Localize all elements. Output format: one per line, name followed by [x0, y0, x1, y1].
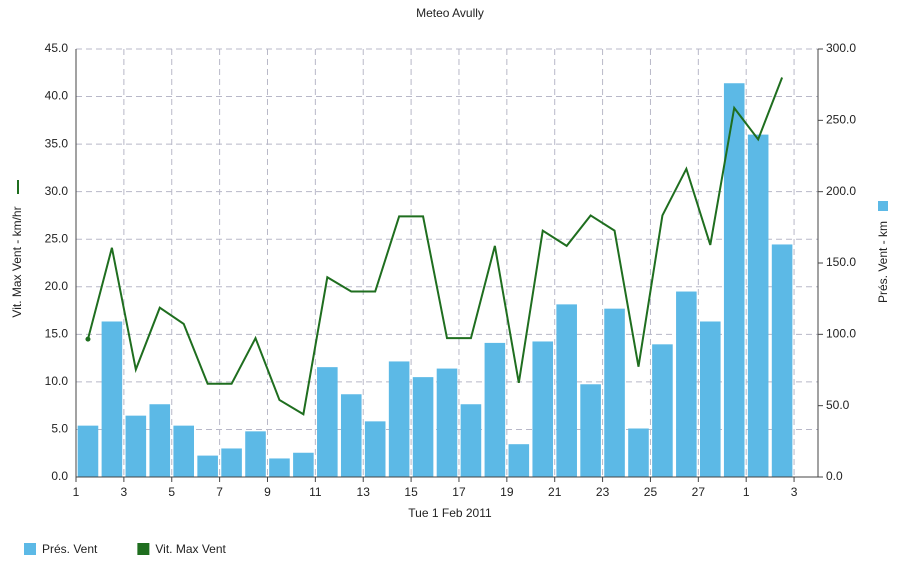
- bar: [652, 344, 673, 477]
- bar: [340, 394, 362, 477]
- x-tick-label: 1: [743, 485, 750, 499]
- y2-tick-label: 300.0: [826, 41, 856, 55]
- bar: [532, 341, 554, 477]
- bar: [364, 421, 386, 477]
- bar: [388, 361, 410, 477]
- bar: [723, 83, 745, 478]
- bar: [747, 134, 769, 477]
- line-start-dot: [85, 336, 91, 342]
- bar: [173, 425, 195, 477]
- bar: [245, 431, 266, 477]
- y-axis-label: Vit. Max Vent - km/hr: [10, 206, 24, 317]
- bar: [101, 321, 123, 477]
- legend-swatch: [24, 543, 36, 555]
- x-tick-label: 27: [692, 485, 706, 499]
- x-tick-label: 5: [168, 485, 175, 499]
- y2-tick-label: 200.0: [826, 184, 856, 198]
- bar: [317, 367, 338, 477]
- bar: [197, 455, 218, 477]
- bar: [269, 458, 290, 477]
- x-tick-label: 3: [121, 485, 128, 499]
- y2-tick-label: 0.0: [826, 469, 843, 483]
- y2-tick-label: 50.0: [826, 398, 850, 412]
- x-tick-label: 15: [404, 485, 418, 499]
- x-tick-label: 1: [73, 485, 80, 499]
- y-tick-label: 40.0: [45, 89, 69, 103]
- legend-label: Prés. Vent: [42, 542, 98, 556]
- y-tick-label: 5.0: [51, 422, 68, 436]
- bar: [436, 368, 458, 477]
- y2-axis-label: Prés. Vent - km: [876, 221, 890, 303]
- bar: [484, 342, 506, 477]
- y-tick-label: 15.0: [45, 327, 69, 341]
- x-tick-label: 23: [596, 485, 610, 499]
- legend-label: Vit. Max Vent: [155, 542, 226, 556]
- bar: [125, 415, 147, 477]
- x-tick-label: 21: [548, 485, 562, 499]
- bar: [676, 291, 697, 477]
- bar: [771, 244, 793, 477]
- y2-tick-label: 100.0: [826, 327, 856, 341]
- y2-tick-label: 250.0: [826, 113, 856, 127]
- x-axis-label: Tue 1 Feb 2011: [408, 506, 492, 520]
- x-tick-label: 13: [357, 485, 371, 499]
- x-tick-label: 9: [264, 485, 271, 499]
- line: [87, 77, 784, 416]
- x-tick-label: 19: [500, 485, 514, 499]
- bar: [628, 428, 649, 477]
- x-tick-label: 25: [644, 485, 658, 499]
- bar: [699, 321, 721, 477]
- bar: [556, 304, 577, 477]
- y-tick-label: 30.0: [45, 184, 69, 198]
- bar: [77, 425, 99, 477]
- bar: [412, 377, 434, 477]
- bar: [460, 404, 482, 477]
- y-tick-label: 0.0: [51, 469, 68, 483]
- y-tick-label: 35.0: [45, 136, 69, 150]
- bar: [580, 384, 601, 477]
- y-tick-label: 10.0: [45, 374, 69, 388]
- x-tick-label: 17: [452, 485, 466, 499]
- x-tick-label: 11: [309, 485, 322, 499]
- bar: [293, 452, 314, 477]
- bar: [604, 308, 625, 477]
- y-tick-label: 45.0: [45, 41, 69, 55]
- bar: [149, 404, 171, 477]
- y2-label-marker: [878, 201, 888, 211]
- bar: [508, 444, 530, 477]
- legend-swatch: [137, 543, 150, 555]
- y-tick-label: 25.0: [45, 231, 69, 245]
- y2-tick-label: 150.0: [826, 255, 856, 269]
- bar: [221, 448, 242, 477]
- chart-title: Meteo Avully: [416, 6, 484, 20]
- y-tick-label: 20.0: [45, 279, 69, 293]
- x-tick-label: 3: [791, 485, 798, 499]
- x-tick-label: 7: [216, 485, 223, 499]
